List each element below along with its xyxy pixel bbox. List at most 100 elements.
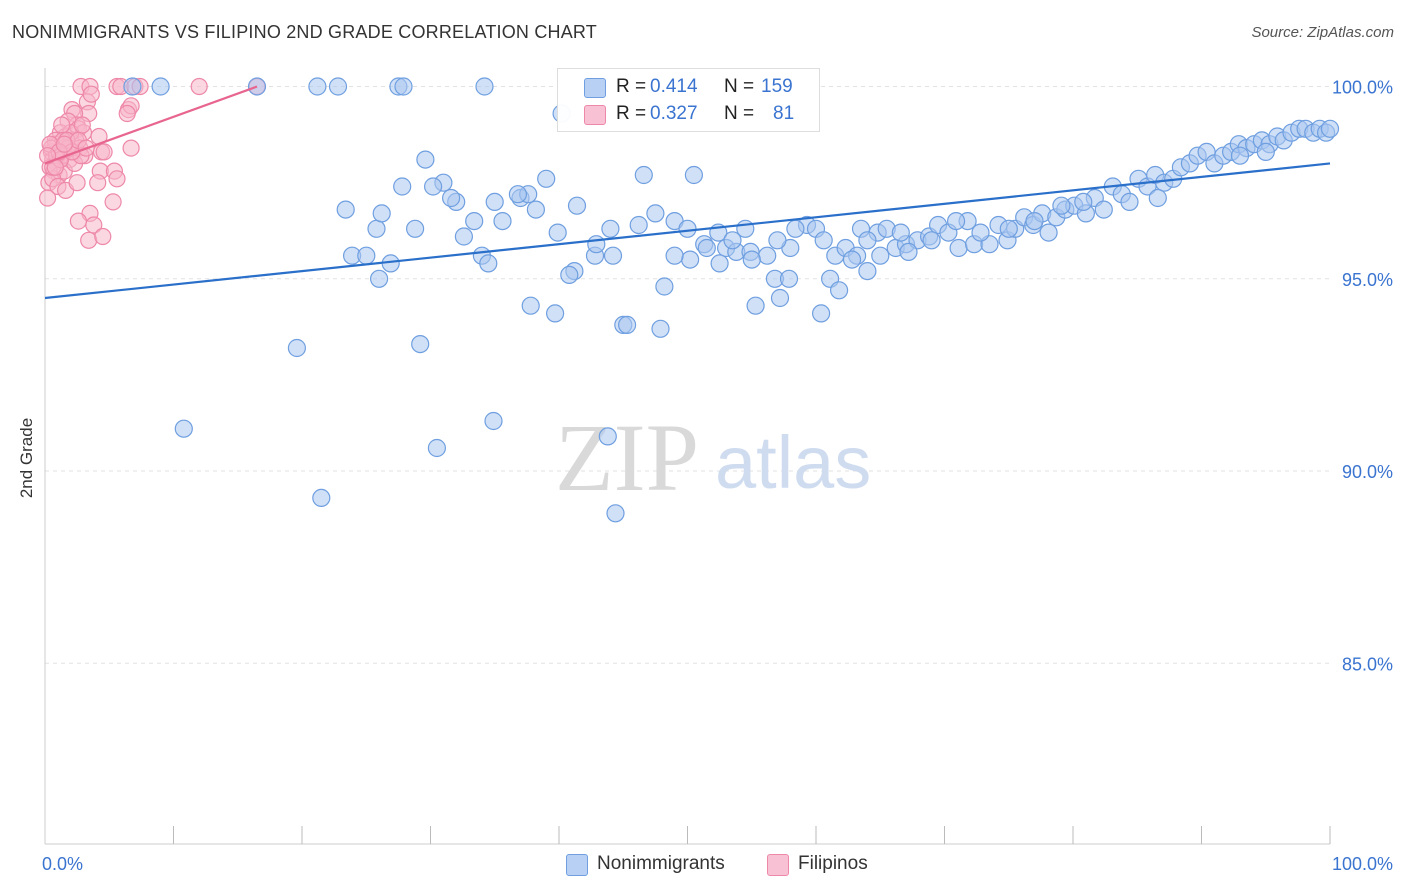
- nonimmigrants-point: [922, 231, 941, 250]
- nonimmigrants-point: [723, 231, 742, 250]
- nonimmigrants-point: [651, 319, 670, 338]
- nonimmigrants-point: [370, 269, 389, 288]
- n-value: 81: [773, 103, 795, 124]
- stats-legend-row-filipinos: R = 0.327 N = 81: [558, 101, 819, 127]
- filipinos-point: [68, 174, 86, 192]
- filipinos-point: [73, 116, 91, 134]
- filipinos-point: [94, 227, 112, 246]
- legend-nonimmigrants-swatch[interactable]: [566, 854, 588, 876]
- filipinos-point: [108, 170, 126, 188]
- trend-lines: [44, 85, 1331, 300]
- nonimmigrants-point: [899, 242, 918, 261]
- r-value: 0.327: [650, 103, 698, 124]
- nonimmigrants-point: [424, 177, 443, 196]
- r-value: 0.414: [650, 76, 698, 97]
- nonimmigrants-swatch: [584, 78, 606, 98]
- n-label: N =: [724, 103, 755, 124]
- nonimmigrants-point: [786, 219, 805, 238]
- legend-nonimmigrants-label[interactable]: Nonimmigrants: [597, 853, 725, 874]
- nonimmigrants-point: [521, 296, 540, 315]
- r-label: R =: [616, 103, 647, 124]
- nonimmigrants-point: [587, 235, 606, 254]
- nonimmigrants-point: [560, 265, 579, 284]
- nonimmigrants-point: [603, 246, 623, 265]
- stats-legend-row-nonimmigrants: R = 0.414 N = 159: [558, 74, 819, 100]
- nonimmigrants-point: [454, 227, 473, 246]
- filipinos-point: [95, 143, 113, 161]
- filipinos-point: [190, 77, 208, 96]
- nonimmigrants-point: [1230, 146, 1250, 165]
- nonimmigrants-point: [758, 246, 777, 265]
- y-tick-label: 95.0%: [1342, 270, 1393, 290]
- nonimmigrants-point: [949, 238, 968, 258]
- nonimmigrants-point: [485, 192, 504, 211]
- filipinos-point: [80, 231, 98, 249]
- nonimmigrants-point: [394, 77, 413, 96]
- n-value: 159: [761, 76, 793, 97]
- y-tick-label: 85.0%: [1342, 654, 1393, 674]
- nonimmigrants-point: [416, 150, 435, 169]
- filipinos-point: [82, 85, 100, 103]
- legend-filipinos-label[interactable]: Filipinos: [798, 853, 868, 874]
- legend-filipinos-swatch[interactable]: [767, 854, 789, 876]
- nonimmigrants-point: [1025, 212, 1044, 231]
- nonimmigrants-point: [697, 238, 716, 258]
- nonimmigrants-point: [601, 219, 620, 238]
- tick-labels: 100.0% 95.0% 90.0% 85.0% 0.0% 100.0%: [42, 78, 1393, 874]
- nonimmigrants-point: [646, 204, 665, 223]
- filipinos-point: [69, 212, 88, 230]
- nonimmigrants-point: [526, 200, 546, 219]
- nonimmigrants-point: [493, 212, 512, 231]
- filipinos-point: [122, 139, 140, 157]
- filipinos-point: [104, 193, 122, 211]
- nonimmigrants-point: [770, 288, 790, 308]
- watermark-zip: ZIP: [555, 404, 699, 511]
- nonimmigrants-point: [357, 246, 376, 265]
- nonimmigrants-point: [871, 246, 890, 265]
- nonimmigrants-point: [946, 212, 966, 231]
- filipinos-point: [53, 116, 71, 134]
- chart-title: NONIMMIGRANTS VS FILIPINO 2ND GRADE CORR…: [12, 22, 598, 42]
- y-tick-label: 90.0%: [1342, 462, 1393, 482]
- nonimmigrants-point: [393, 177, 412, 196]
- nonimmigrants-point: [151, 77, 170, 96]
- nonimmigrants-points: [123, 77, 1340, 523]
- nonimmigrants-point: [537, 169, 556, 188]
- stats-legend: R = 0.414 N = 159 R = 0.327 N = 81: [557, 68, 820, 132]
- nonimmigrants-point: [287, 338, 306, 358]
- nonimmigrants-point: [606, 504, 625, 523]
- filipinos-trend-line: [44, 85, 258, 165]
- nonimmigrants-point: [1039, 223, 1058, 242]
- nonimmigrants-point: [367, 219, 386, 238]
- nonimmigrants-point: [842, 250, 862, 269]
- nonimmigrants-point: [328, 77, 348, 96]
- nonimmigrants-point: [684, 165, 704, 185]
- nonimmigrants-point: [1094, 200, 1113, 219]
- nonimmigrants-point: [680, 250, 700, 269]
- nonimmigrants-trend-line: [44, 162, 1331, 300]
- nonimmigrants-point: [1256, 142, 1275, 161]
- nonimmigrants-point: [829, 281, 849, 300]
- series-legend: Nonimmigrants Filipinos: [0, 851, 1406, 877]
- nonimmigrants-point: [465, 212, 484, 231]
- nonimmigrants-point: [174, 419, 193, 438]
- nonimmigrants-point: [1120, 192, 1139, 211]
- y-axis-label: 2nd Grade: [17, 418, 36, 498]
- nonimmigrants-point: [634, 165, 653, 185]
- nonimmigrants-point: [768, 231, 787, 250]
- nonimmigrants-point: [1320, 119, 1340, 138]
- nonimmigrants-point: [678, 219, 697, 238]
- nonimmigrants-point: [406, 219, 425, 238]
- nonimmigrants-point: [475, 77, 494, 96]
- nonimmigrants-point: [665, 246, 684, 265]
- filipinos-point: [55, 135, 73, 153]
- n-label: N =: [724, 76, 755, 97]
- watermark: ZIP atlas: [555, 404, 871, 511]
- nonimmigrants-point: [891, 223, 910, 242]
- filipinos-point: [89, 174, 107, 192]
- nonimmigrants-point: [567, 196, 587, 215]
- nonimmigrants-point: [598, 427, 617, 446]
- nonimmigrants-point: [858, 231, 877, 250]
- nonimmigrants-point: [710, 254, 729, 273]
